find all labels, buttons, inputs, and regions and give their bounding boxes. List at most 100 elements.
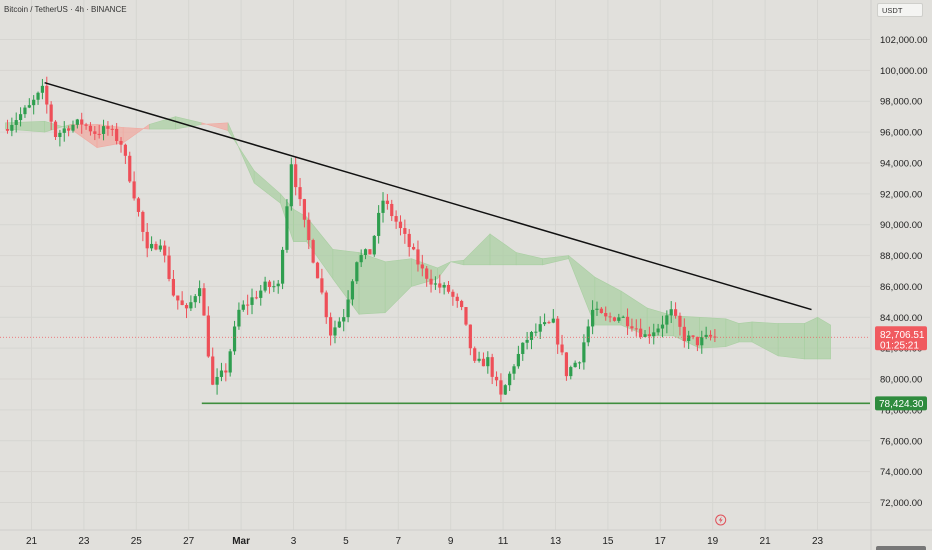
candle-down — [298, 187, 302, 200]
price-tick-label: 74,000.00 — [880, 467, 922, 478]
candle-down — [464, 307, 468, 325]
trend-line-layer[interactable] — [44, 81, 812, 311]
time-tick-label: 19 — [707, 536, 719, 547]
candle-down — [119, 140, 123, 145]
price-tick-label: 96,000.00 — [880, 128, 922, 139]
candle-up — [617, 317, 621, 321]
candle-down — [673, 309, 678, 316]
candle-down — [630, 326, 634, 329]
cloud-segment — [450, 259, 465, 266]
candle-down — [145, 231, 149, 249]
flash-glyph — [718, 516, 723, 524]
cloud-segment — [515, 252, 543, 266]
candle-down — [128, 155, 132, 182]
candle-down — [556, 318, 560, 345]
candle-down — [547, 322, 551, 324]
candle-down — [455, 296, 459, 301]
candle-down — [420, 264, 424, 269]
candle-up — [276, 283, 280, 287]
candle-down — [171, 278, 176, 296]
candle-down — [136, 198, 141, 212]
candle-up — [508, 373, 512, 386]
candle-down — [307, 219, 311, 241]
candle-up — [433, 283, 438, 285]
candle-up — [573, 362, 577, 368]
candle-up — [529, 332, 534, 340]
candle-down — [202, 288, 206, 316]
candle-down — [163, 245, 167, 256]
candle-down — [320, 278, 324, 293]
candle-up — [228, 351, 232, 373]
cloud-segment — [201, 122, 229, 131]
candle-up — [18, 114, 23, 121]
candle-down — [180, 300, 184, 306]
candle-up — [289, 164, 293, 207]
candle-down — [599, 308, 603, 314]
candle-down — [141, 211, 145, 232]
candle-up — [36, 92, 40, 100]
candle-up — [577, 362, 582, 364]
candle-up — [486, 357, 490, 367]
candle-up — [189, 302, 193, 309]
candle-up — [23, 107, 27, 115]
time-tick-label: 13 — [550, 536, 562, 547]
candle-up — [280, 249, 285, 284]
price-tick-label: 98,000.00 — [880, 97, 922, 108]
candle-down — [682, 326, 686, 342]
symbol-legend[interactable]: Bitcoin / TetherUS · 4h · BINANCE — [4, 5, 127, 14]
candle-up — [669, 309, 673, 316]
candle-up — [250, 297, 254, 305]
candle-up — [259, 290, 263, 298]
event-flash-icon — [715, 514, 727, 526]
candle-down — [254, 297, 258, 299]
candle-down — [80, 119, 84, 125]
candle-down — [211, 356, 215, 385]
candle-down — [604, 313, 608, 317]
currency-selector[interactable]: USDT — [877, 3, 923, 17]
candle-up — [75, 119, 79, 125]
candle-up — [158, 245, 162, 250]
candle-up — [551, 318, 555, 323]
candle-down — [115, 128, 119, 141]
price-tick-label: 72,000.00 — [880, 498, 922, 509]
candle-up — [652, 332, 656, 337]
candle-up — [442, 284, 446, 288]
candle-down — [416, 249, 420, 265]
candle-up — [363, 249, 368, 256]
candle-up — [372, 235, 376, 255]
candle-down — [473, 348, 477, 361]
candle-up — [538, 324, 542, 332]
candle-down — [5, 129, 10, 131]
candle-down — [224, 370, 228, 373]
cloud-segment — [620, 290, 648, 337]
candle-down — [438, 283, 442, 288]
candle-up — [27, 105, 31, 108]
cloud-segment — [594, 276, 622, 326]
price-axis[interactable]: 72,000.00 74,000.00 76,000.00 78,000.00 80,0… — [870, 0, 928, 550]
candle-up — [700, 337, 704, 346]
last-price-value: 82,706.51 — [880, 330, 925, 341]
candle-up — [32, 99, 36, 106]
candle-down — [45, 85, 49, 105]
candle-down — [560, 344, 564, 353]
cloud-segment — [777, 323, 805, 360]
cloud-segment — [44, 120, 72, 133]
time-tick-label: 15 — [602, 536, 614, 547]
candle-down — [385, 200, 389, 204]
candle-up — [621, 316, 625, 318]
candle-down — [53, 121, 58, 137]
candle-up — [542, 322, 547, 325]
time-axis[interactable]: 21 23 25 27 Mar 3 5 7 9 11 13 15 17 19 21 23 — [0, 529, 932, 547]
candle-up — [62, 128, 66, 133]
candles — [5, 76, 717, 402]
misc-icons — [715, 514, 926, 550]
price-tick-label: 84,000.00 — [880, 313, 922, 324]
price-tick-label: 76,000.00 — [880, 436, 922, 447]
grid — [0, 0, 870, 530]
time-tick-label: 23 — [812, 536, 824, 547]
candle-up — [198, 288, 202, 297]
candle-up — [355, 262, 359, 282]
candle-down — [411, 246, 416, 250]
candle-up — [477, 358, 481, 361]
